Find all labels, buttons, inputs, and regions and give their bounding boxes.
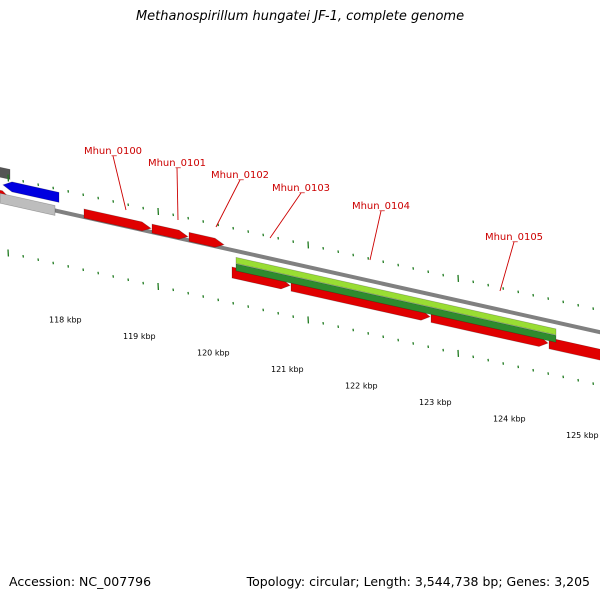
tick-label: 120 kbp [197, 349, 230, 358]
forward-cds-3 [188, 231, 225, 248]
forward-cds-2 [151, 223, 189, 240]
gene-label: Mhun_0100 [84, 146, 142, 157]
gene-leader-line [369, 210, 382, 261]
gene-label: Mhun_0105 [485, 232, 543, 243]
gene-label: Mhun_0104 [352, 201, 410, 212]
tick-label: 118 kbp [49, 316, 82, 325]
reverse-cds-1 [2, 181, 60, 203]
green-feature-light [235, 256, 557, 336]
gene-label: Mhun_0103 [272, 183, 330, 194]
tick-label: 119 kbp [123, 332, 156, 341]
gene-leader-line [112, 155, 127, 211]
tick-label: 121 kbp [271, 365, 304, 374]
tick-label: 123 kbp [419, 398, 452, 407]
forward-cds-1 [83, 208, 152, 232]
tick-label: 124 kbp [493, 415, 526, 424]
map-title: Methanospirillum hungatei JF-1, complete… [135, 9, 465, 24]
gene-leader-line [269, 192, 302, 239]
forward-cds-lower-4 [548, 337, 600, 361]
tick-label: 122 kbp [345, 382, 378, 391]
gene-label: Mhun_0102 [211, 170, 269, 181]
gene-leader-line [176, 167, 179, 221]
gene-leader-line [499, 241, 515, 292]
tick-label: 125 kbp [566, 431, 599, 440]
gene-label: Mhun_0101 [148, 158, 206, 169]
gray-feature-1 [0, 192, 56, 216]
genome-summary-text: Topology: circular; Length: 3,544,738 bp… [246, 574, 590, 589]
gene-leader-line [215, 179, 241, 228]
green-feature-dark [235, 263, 557, 343]
accession-text: Accession: NC_007796 [9, 574, 152, 589]
